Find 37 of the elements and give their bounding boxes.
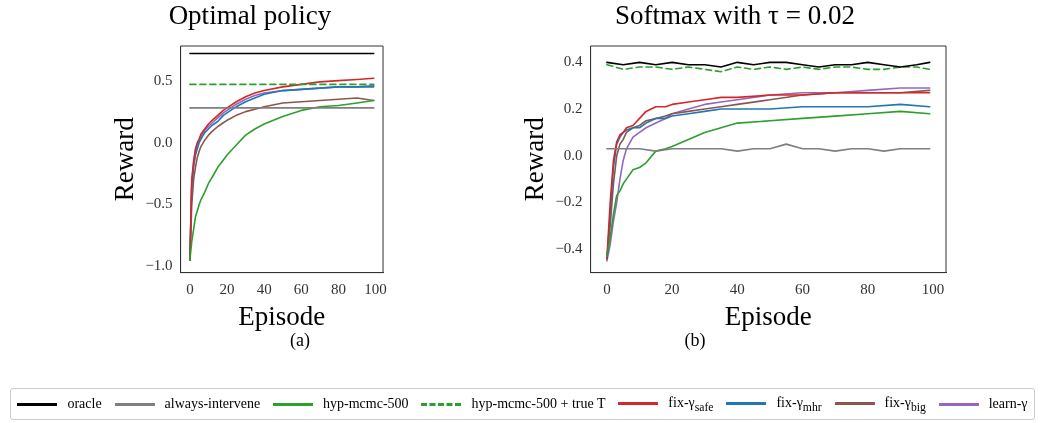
x-tick-label: 80	[860, 280, 876, 297]
x-tick-label: 100	[921, 280, 945, 297]
x-tick-label: 60	[293, 280, 309, 297]
y-axis-title: Reward	[519, 116, 550, 202]
y-tick-label: 0.5	[153, 71, 173, 88]
text: (b)	[683, 330, 707, 351]
legend-label: fix-γ$_{safe}$	[668, 394, 714, 414]
legend-label: always-intervene	[164, 396, 261, 412]
legend-label: learn-γ	[988, 396, 1028, 412]
text: (a)	[290, 330, 310, 351]
x-axis-title: Episode	[238, 300, 326, 331]
y-tick-label: −0.4	[555, 240, 584, 257]
legend-label: hyp-mcmc-500	[323, 396, 409, 412]
x-tick-label: 40	[729, 280, 745, 297]
x-tick-label: 60	[795, 280, 811, 297]
y-tick-label: −0.2	[555, 193, 583, 210]
legend-label: oracle	[67, 396, 102, 412]
chart-title: Optimal policy	[167, 0, 333, 31]
x-tick-label: 0	[603, 280, 611, 297]
x-tick-label: 80	[330, 280, 346, 297]
y-tick-label: 0.0	[153, 133, 173, 150]
y-axis-title: Reward	[109, 116, 140, 202]
y-tick-label: 0.4	[563, 53, 584, 70]
x-axis-title: Episode	[724, 300, 812, 331]
y-tick-label: 0.2	[563, 100, 583, 117]
chart-title: Softmax with τ = 0.02	[614, 0, 856, 31]
x-tick-label: 100	[364, 280, 387, 297]
y-tick-label: −1.0	[145, 257, 173, 274]
x-tick-label: 0	[186, 280, 194, 297]
x-tick-label: 20	[219, 280, 235, 297]
x-tick-label: 20	[664, 280, 680, 297]
legend-label: fix-γ$_{mhr}$	[776, 394, 822, 414]
y-tick-label: 0.0	[563, 146, 583, 163]
legend-label: fix-γ$_{big}$	[884, 394, 926, 414]
legend-label: hyp-mcmc-500 + true T	[471, 396, 606, 412]
y-tick-label: −0.5	[145, 195, 173, 212]
x-tick-label: 40	[256, 280, 272, 297]
